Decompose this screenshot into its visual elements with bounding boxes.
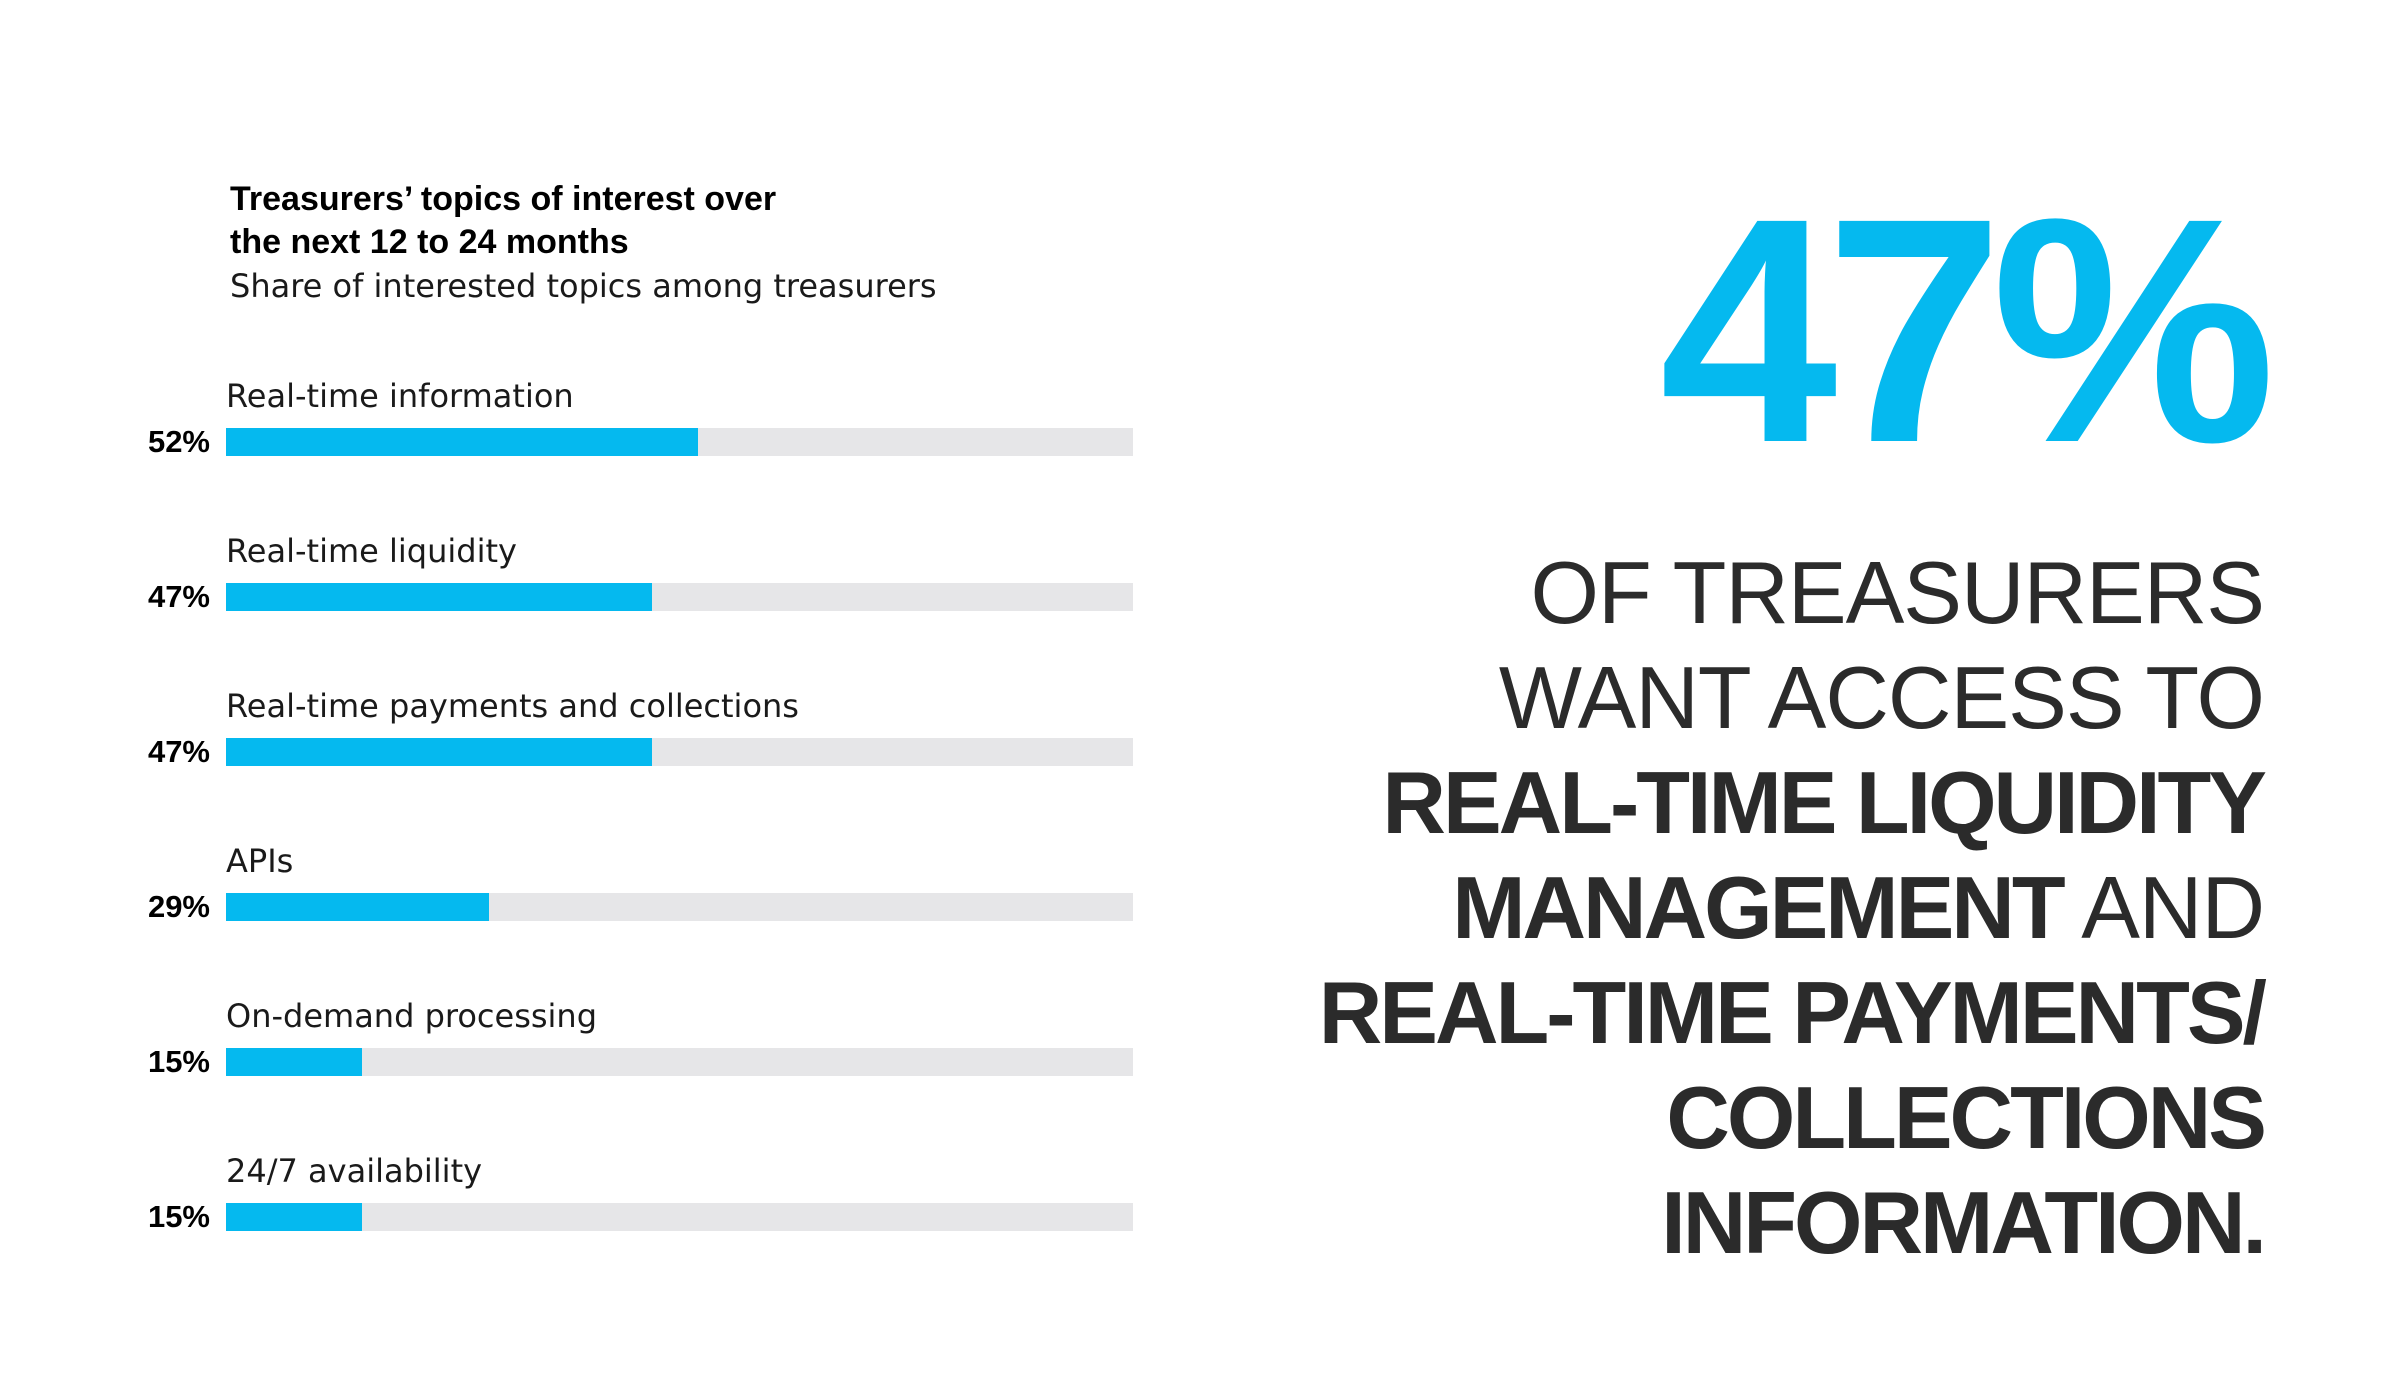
bar — [226, 738, 652, 766]
stat-line: REAL-TIME PAYMENTS/ — [1114, 960, 2267, 1065]
stat-line: WANT ACCESS TO — [1114, 645, 2265, 750]
stat-number: 47% — [1659, 151, 2276, 509]
stat-line: COLLECTIONS — [1114, 1065, 2267, 1170]
bar-category-label: Real-time liquidity — [226, 532, 517, 570]
bar-category-label: Real-time information — [226, 377, 574, 415]
bar-row: 24/7 availability 15% — [0, 1151, 1200, 1251]
bar-track — [226, 893, 1133, 921]
bar-category-label: On-demand processing — [226, 997, 598, 1035]
bar-track — [226, 583, 1133, 611]
stat-line: MANAGEMENT AND — [1114, 855, 2265, 960]
stat-emphasis-text: REAL-TIME LIQUIDITY — [1382, 753, 2267, 852]
chart-heading: Treasurers’ topics of interest over the … — [230, 178, 1130, 308]
stat-plain-text: OF TREASURERS — [1530, 543, 2265, 642]
bar-category-label: APIs — [226, 842, 294, 880]
bar — [226, 428, 698, 456]
bar-category-label: 24/7 availability — [226, 1152, 483, 1190]
chart-subtitle: Share of interested topics among treasur… — [230, 267, 937, 305]
bar-value-label: 15% — [147, 1199, 210, 1234]
bar-row: On-demand processing 15% — [0, 996, 1200, 1096]
stat-callout: 47% OF TREASURERS WANT ACCESS TO REAL-TIME… — [1114, 151, 2276, 1275]
bar-row: Real-time liquidity 47% — [0, 531, 1200, 631]
bar-row: APIs 29% — [0, 841, 1200, 941]
bar-track — [226, 738, 1133, 766]
bar-value-label: 47% — [147, 734, 210, 769]
chart-title: Treasurers’ topics of interest over the … — [230, 180, 777, 261]
bar-value-label: 47% — [147, 579, 210, 614]
bar-track — [226, 1048, 1133, 1076]
bar-track — [226, 428, 1133, 456]
bar-row: Real-time information 52% — [0, 376, 1200, 476]
stat-line: REAL-TIME LIQUIDITY — [1114, 750, 2267, 855]
stat-plain-text: AND — [2062, 858, 2265, 957]
stat-text: OF TREASURERS WANT ACCESS TO REAL-TIME LIQ… — [1114, 540, 2267, 1275]
stat-emphasis-text: REAL-TIME PAYMENTS/ — [1318, 963, 2267, 1062]
stat-plain-text: WANT ACCESS TO — [1498, 648, 2265, 747]
bar — [226, 583, 652, 611]
bar — [226, 893, 489, 921]
stat-emphasis-text: COLLECTIONS — [1666, 1068, 2267, 1167]
bar-category-label: Real-time payments and collections — [226, 687, 799, 725]
bar-track — [226, 1203, 1133, 1231]
bar-chart: Real-time information 52% Real-time liquid… — [0, 376, 1200, 1251]
bar-value-label: 52% — [147, 424, 210, 459]
bar-row: Real-time payments and collections 47% — [0, 686, 1200, 786]
bar — [226, 1203, 362, 1231]
bar-value-label: 15% — [147, 1044, 210, 1079]
stat-emphasis-text: INFORMATION. — [1661, 1173, 2267, 1272]
stat-line: INFORMATION. — [1114, 1170, 2267, 1275]
bar-value-label: 29% — [147, 889, 210, 924]
stat-emphasis-text: MANAGEMENT — [1452, 858, 2065, 957]
stat-line: OF TREASURERS — [1114, 540, 2265, 645]
bar — [226, 1048, 362, 1076]
